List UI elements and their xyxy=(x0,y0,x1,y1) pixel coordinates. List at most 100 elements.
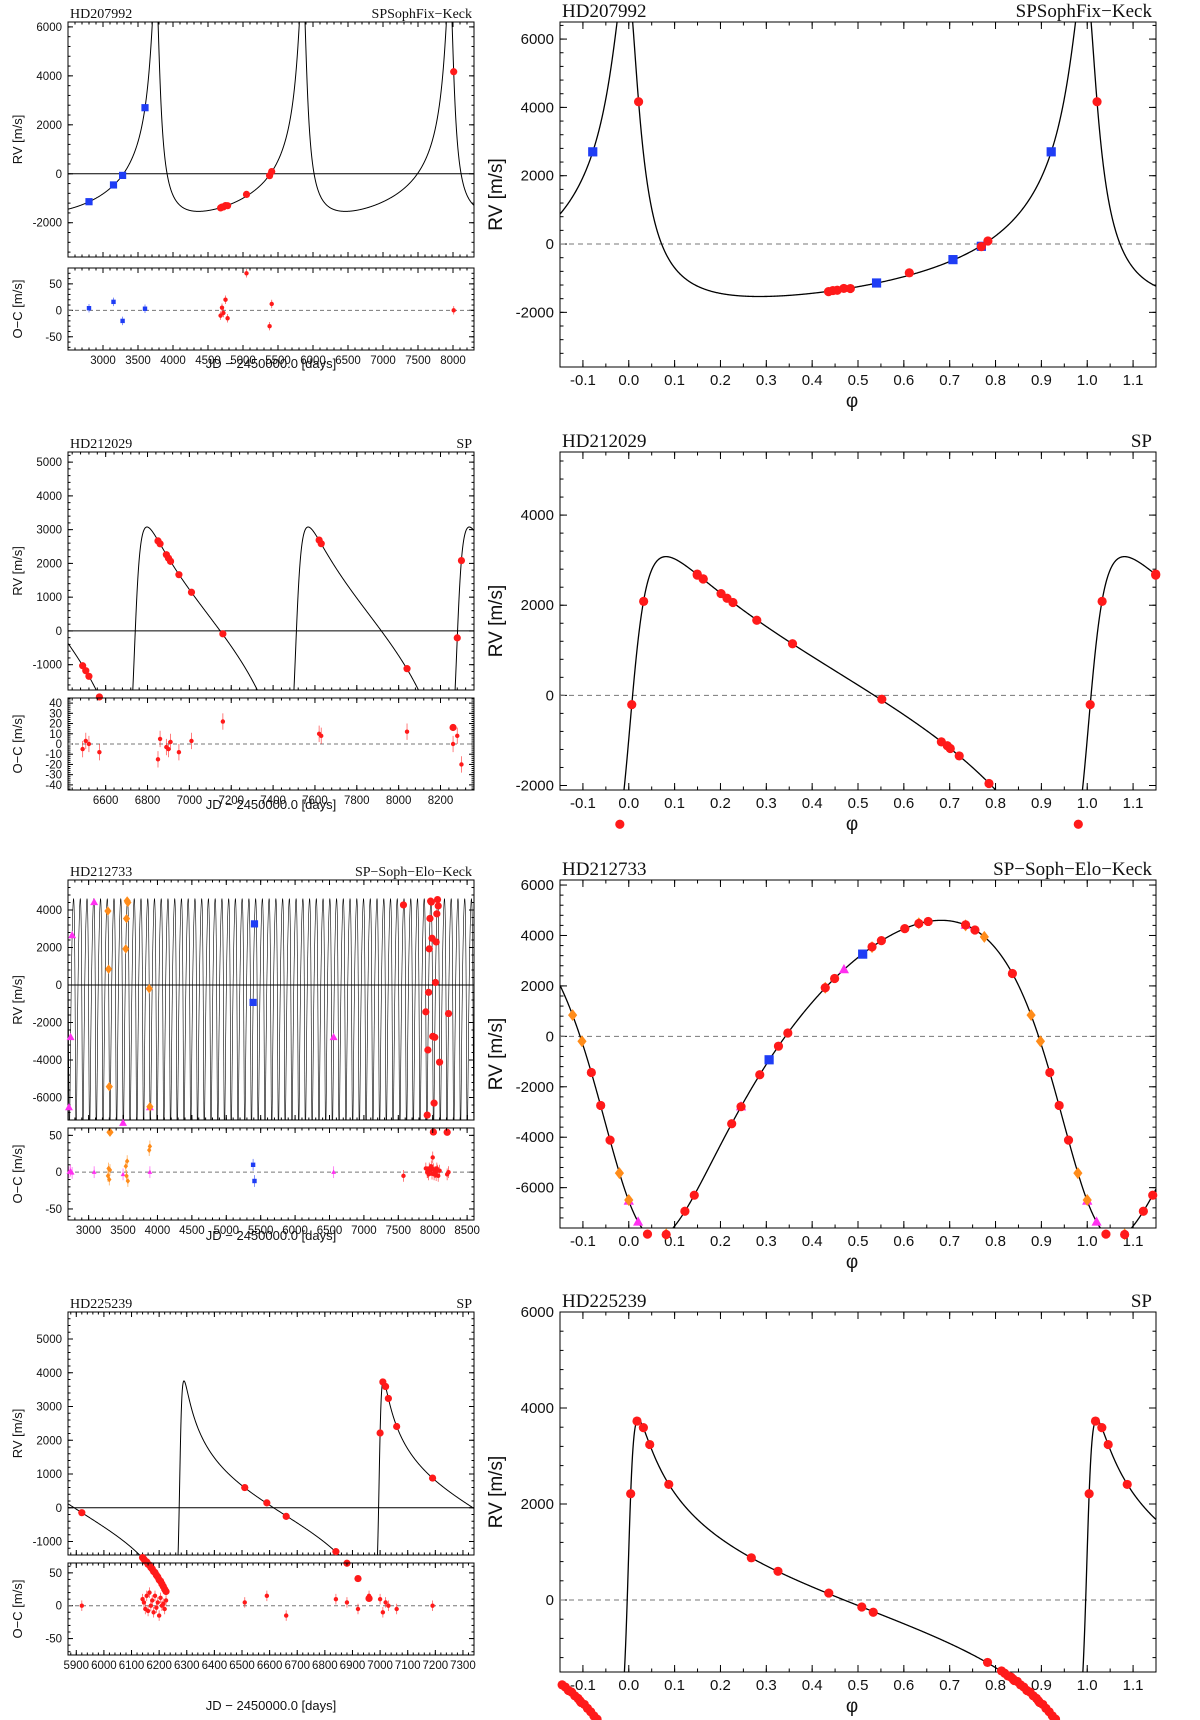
x-tick-label: 0.0 xyxy=(618,372,639,389)
y-tick-label: 3000 xyxy=(36,1402,62,1414)
y-tick-label: 4000 xyxy=(36,1368,62,1380)
phase-point-sophie xyxy=(979,930,989,943)
residual-point-sp xyxy=(189,738,194,744)
y-tick-label: 2000 xyxy=(521,978,554,995)
y-axis-label: O−C [m/s] xyxy=(10,1145,25,1204)
residual-point-sophie xyxy=(107,1167,113,1173)
data-point-sophie xyxy=(105,964,113,974)
residual-point-sp xyxy=(242,1600,247,1605)
phase-point-sp xyxy=(839,283,849,294)
phase-point-sp xyxy=(857,1602,867,1612)
x-tick-label: 0.1 xyxy=(664,1677,685,1694)
phase-point-elodie xyxy=(633,1216,644,1226)
x-tick-label: 6600 xyxy=(93,795,119,807)
residual-point-sp xyxy=(455,733,460,739)
data-point-sp xyxy=(450,68,458,76)
residual-point-sp xyxy=(450,741,456,747)
phase-point-sp xyxy=(820,983,830,993)
residual-point-sp xyxy=(144,1593,149,1599)
data-point-sp xyxy=(431,1033,439,1041)
residual-panel: 3000 3500 4000 4500 5000 5500 6000 6500 7000 7500… xyxy=(10,1127,480,1243)
phase-point-sp xyxy=(1084,1489,1094,1499)
panel-title-star: HD212733 xyxy=(562,859,646,880)
y-tick-label: -50 xyxy=(45,1634,62,1646)
plot-frame xyxy=(67,451,475,691)
panel-title-instruments: SPSophFix−Keck xyxy=(372,7,472,22)
y-tick-label: 5000 xyxy=(36,1334,62,1346)
x-tick-label: 0.5 xyxy=(848,372,869,389)
residual-point-sp xyxy=(283,1613,289,1618)
y-tick-label: 3000 xyxy=(36,525,62,537)
residual-point-sp xyxy=(459,762,464,767)
residual-point-sp xyxy=(220,719,226,724)
data-point-keck xyxy=(250,920,259,928)
phase-point-sp xyxy=(639,596,649,607)
residual-point-keck xyxy=(252,1178,257,1184)
residual-point-sp xyxy=(152,1593,158,1599)
y-tick-label: -50 xyxy=(45,1204,62,1216)
x-tick-label: 3000 xyxy=(76,1225,102,1237)
time-series-panel: -1000 0 1000 2000 3000 4000 5000 HD225239 SP RV [… xyxy=(10,1297,475,1603)
x-tick-label: 7000 xyxy=(367,1660,393,1672)
data-point-sp xyxy=(354,1574,362,1583)
y-tick-label: 2000 xyxy=(521,597,554,614)
y-tick-label: -30 xyxy=(45,770,62,782)
phase-point-sp xyxy=(783,1028,793,1038)
phase-point-sp xyxy=(773,1041,784,1051)
y-tick-label: 0 xyxy=(56,1503,62,1515)
data-point-sp xyxy=(78,1509,86,1517)
x-tick-label: 0.3 xyxy=(756,795,777,812)
y-tick-label: -2000 xyxy=(516,777,554,794)
phase-point-sp xyxy=(1097,596,1107,607)
x-tick-label: 0.1 xyxy=(664,372,685,389)
x-tick-label: 0.3 xyxy=(756,372,777,389)
data-point-sp xyxy=(443,1128,451,1136)
x-tick-label: 0.3 xyxy=(756,1233,777,1250)
phase-point-sp xyxy=(868,1607,878,1617)
model-curve xyxy=(560,919,1156,1228)
x-tick-label: 0.0 xyxy=(618,1233,639,1250)
phase-point-sp xyxy=(867,942,877,952)
panel-title-star: HD212029 xyxy=(70,437,132,452)
data-point-sp xyxy=(384,1394,392,1403)
residual-panel: 3000 3500 4000 4500 5000 5500 6000 6500 7000 7500… xyxy=(10,267,475,371)
x-tick-label: 0.8 xyxy=(985,1233,1006,1250)
phase-point-keck xyxy=(858,949,868,959)
phase-point-sp xyxy=(1033,1696,1043,1706)
residual-panel: 6600 6800 7000 7200 7400 7600 7800 8000 8200-40-… xyxy=(10,697,475,812)
x-tick-label: 6000 xyxy=(91,1660,117,1672)
residual-point-elodie xyxy=(331,1169,337,1174)
data-point-sp xyxy=(175,571,183,579)
residual-point-sp xyxy=(355,1606,361,1612)
model-curve xyxy=(623,555,1156,790)
data-point-keck xyxy=(249,998,257,1007)
x-tick-label: 7300 xyxy=(450,1660,476,1672)
residual-point-sp xyxy=(79,1603,85,1608)
y-tick-label: 40 xyxy=(49,698,62,710)
x-tick-label: 0.6 xyxy=(893,372,914,389)
x-tick-label: 0.0 xyxy=(618,1677,639,1694)
phase-point-sp xyxy=(746,1553,756,1563)
residual-point-sp xyxy=(157,736,163,742)
panel-title-star: HD207992 xyxy=(70,7,132,22)
x-tick-label: 0.2 xyxy=(710,1677,731,1694)
y-tick-label: -50 xyxy=(45,332,62,344)
residual-point-sp xyxy=(141,1600,147,1605)
x-tick-label: 6000 xyxy=(282,1225,308,1237)
data-point-elodie xyxy=(90,897,99,906)
data-point-sp xyxy=(166,557,175,565)
residual-point-sp xyxy=(386,1603,391,1608)
y-tick-label: 1000 xyxy=(36,1469,62,1481)
phase-point-sp xyxy=(1090,1416,1101,1426)
phase-point-sp xyxy=(1007,968,1017,979)
x-tick-label: 6200 xyxy=(146,1660,172,1672)
residual-point-sp xyxy=(380,1610,386,1615)
y-tick-label: -10 xyxy=(45,749,62,761)
y-tick-label: 0 xyxy=(56,739,62,751)
x-tick-label: 8000 xyxy=(386,795,412,807)
residual-point-sp xyxy=(264,1593,270,1599)
residual-point-keck xyxy=(120,318,125,324)
phase-point-sophie xyxy=(624,1194,634,1207)
model-curve xyxy=(68,22,474,212)
